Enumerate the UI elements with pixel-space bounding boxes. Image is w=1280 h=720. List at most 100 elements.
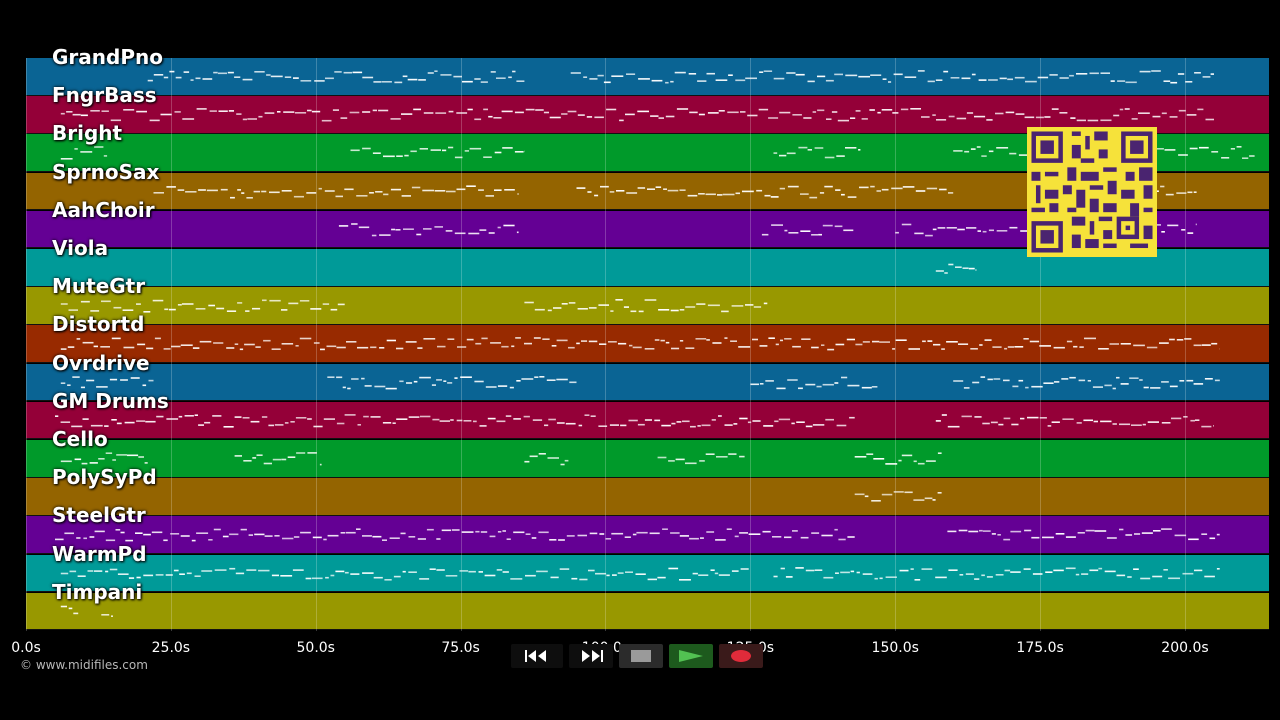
stop-button[interactable] [619,644,663,668]
note-mark [689,111,698,114]
note-mark [626,191,638,194]
note-mark [910,108,921,110]
note-mark [416,233,422,236]
note-mark [988,229,994,231]
note-mark [502,570,509,573]
note-mark [474,118,482,121]
note-mark [805,425,813,427]
note-mark [619,119,624,122]
note-mark [926,187,938,189]
grid-line [315,58,317,631]
note-mark [800,192,809,195]
note-mark [480,81,488,83]
note-mark [663,187,667,190]
note-mark [1186,114,1197,116]
note-mark [177,304,182,306]
note-mark [523,415,530,418]
note-mark [1079,346,1084,349]
note-mark [943,70,949,73]
note-mark [547,457,559,459]
track-label: WarmPd [52,541,147,566]
note-mark [979,530,983,532]
note-mark [413,108,421,111]
note-mark [149,119,160,122]
note-mark [163,76,169,79]
note-mark [111,418,117,421]
note-mark [1024,530,1032,532]
note-mark [846,339,855,341]
track-label: Ovrdrive [52,350,150,375]
note-mark [925,460,936,462]
note-mark [800,230,811,232]
note-mark [144,462,148,464]
note-mark [762,531,771,533]
note-mark [402,570,406,573]
note-mark [222,536,229,538]
note-mark [544,424,549,426]
note-mark [1201,344,1211,347]
note-mark [1117,80,1126,82]
note-mark [164,308,169,311]
note-mark [927,80,935,83]
note-mark [731,305,744,307]
note-mark [975,269,977,271]
note-mark [217,72,227,75]
note-mark [650,115,659,118]
grid-line [1040,58,1042,631]
note-mark [615,299,623,301]
note-mark [356,194,368,197]
note-mark [711,418,716,421]
note-mark [778,418,791,420]
note-mark [171,346,181,348]
note-mark [426,529,434,531]
note-mark [294,112,307,114]
note-mark [556,421,565,424]
note-mark [1106,537,1117,540]
note-layer [147,70,1214,84]
note-mark [136,303,141,306]
note-mark [1131,424,1142,426]
note-mark [1163,568,1168,571]
note-mark [77,574,86,577]
note-mark [128,576,135,579]
note-mark [321,120,332,122]
note-mark [850,117,856,120]
note-mark [247,118,257,120]
note-mark [483,156,492,159]
note-mark [344,413,356,416]
note-mark [625,570,633,573]
track-lane [26,478,1269,516]
track-lane [26,554,1269,593]
note-mark [1195,223,1197,225]
note-mark [657,576,666,578]
note-mark [1054,380,1060,383]
play-button[interactable] [669,644,713,668]
note-mark [687,194,698,197]
note-mark [212,414,222,417]
note-mark [156,415,164,418]
fast-forward-button[interactable] [569,644,613,668]
note-mark [103,155,108,158]
note-mark [488,116,493,118]
record-button[interactable] [719,644,763,668]
note-mark [957,228,965,231]
note-mark [993,377,1001,380]
note-mark [456,112,468,114]
note-mark [758,108,769,111]
note-mark [235,572,245,574]
note-mark [665,81,669,84]
note-mark [690,425,696,428]
note-mark [1119,529,1124,531]
note-mark [707,304,720,307]
note-mark [910,567,914,570]
note-mark [1230,148,1235,150]
note-mark [955,266,962,268]
note-mark [243,460,252,462]
rewind-button[interactable] [511,644,563,668]
note-mark [1140,577,1151,579]
note-mark [483,108,488,111]
note-mark [123,109,135,111]
note-mark [283,111,295,114]
note-mark [1204,377,1213,380]
note-mark [626,73,636,75]
